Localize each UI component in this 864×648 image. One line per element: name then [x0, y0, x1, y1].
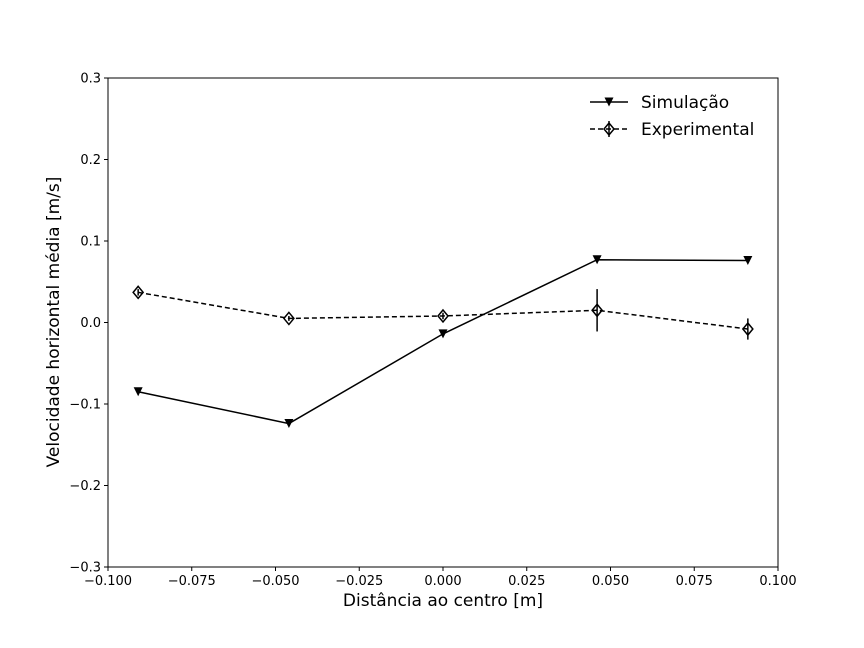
ticks-layer: −0.100 −0.075 −0.050 −0.025 0.000 0.025 0.050 0… [69, 72, 796, 590]
x-tick-label: 0.075 [676, 574, 713, 589]
legend: Simulação Experimental [590, 93, 754, 140]
data-point-diamond [741, 321, 754, 337]
data-point-diamond [282, 311, 295, 326]
y-tick-label: −0.3 [69, 561, 101, 576]
x-tick-label: −0.050 [251, 574, 299, 589]
y-tick-label: 0.0 [80, 316, 101, 331]
x-tick-label: −0.075 [168, 574, 216, 589]
y-axis-label: Velocidade horizontal média [m/s] [44, 177, 64, 468]
x-tick-label: −0.025 [335, 574, 383, 589]
data-point-diamond [132, 285, 145, 300]
data-point-triangle [284, 419, 294, 429]
legend-label-simulacao: Simulação [641, 93, 729, 113]
y-tick-label: 0.3 [80, 72, 101, 87]
x-tick-label: 0.025 [508, 574, 545, 589]
x-axis-label: Distância ao centro [m] [343, 591, 543, 611]
x-tick-label: 0.100 [759, 574, 796, 589]
data-point-triangle [592, 255, 602, 265]
legend-marker-experimental [603, 121, 615, 137]
data-point-triangle [743, 256, 753, 266]
legend-label-experimental: Experimental [641, 120, 754, 140]
series-layer [132, 255, 754, 429]
y-tick-label: −0.2 [69, 479, 101, 494]
y-tick-label: −0.1 [69, 398, 101, 413]
x-tick-label: 0.050 [592, 574, 629, 589]
data-point-triangle [133, 387, 143, 397]
legend-marker-simulacao [604, 97, 614, 107]
data-point-triangle [438, 329, 448, 339]
y-tick-label: 0.1 [80, 235, 101, 250]
data-point-diamond [591, 303, 604, 318]
x-tick-label: 0.000 [424, 574, 461, 589]
y-tick-label: 0.2 [80, 153, 101, 168]
x-tick-label: −0.100 [84, 574, 132, 589]
data-point-diamond [437, 308, 449, 324]
